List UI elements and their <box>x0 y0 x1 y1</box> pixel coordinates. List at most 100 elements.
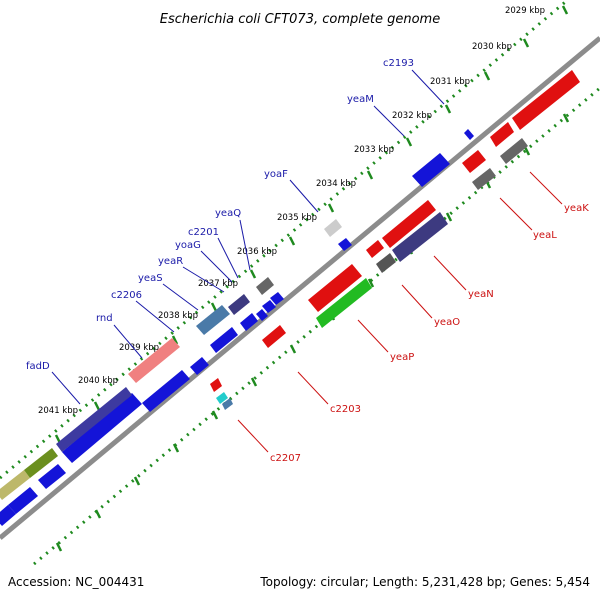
gene-block[interactable] <box>228 294 250 315</box>
kbp-label: 2029 kbp <box>505 6 545 16</box>
major-tick <box>172 443 180 453</box>
gene-label[interactable]: c2201 <box>188 227 219 238</box>
gene-arrow[interactable] <box>240 313 258 331</box>
gene-label[interactable]: fadD <box>26 361 50 372</box>
gene-label[interactable]: yeaR <box>158 256 183 267</box>
gene-arrow[interactable] <box>8 487 38 514</box>
tick-tracks <box>0 0 600 566</box>
gene-arrow[interactable] <box>190 357 209 375</box>
gene-arrow[interactable] <box>256 309 268 321</box>
backbone-line <box>0 36 600 540</box>
gene-block[interactable] <box>24 448 58 478</box>
major-tick <box>210 302 218 312</box>
reverse-features <box>210 70 580 410</box>
major-tick <box>250 377 258 387</box>
gene-label[interactable]: yeaL <box>533 230 557 241</box>
gene-arrow[interactable] <box>464 129 474 140</box>
gene-arrow[interactable] <box>382 200 436 248</box>
forward-gene-labels: c2193 yeaM yoaF yeaQ c2201 yoaG yeaR yeaS c2206 r… <box>26 58 445 405</box>
gene-arrow[interactable] <box>338 238 352 251</box>
gene-label[interactable]: yeaS <box>138 273 163 284</box>
kbp-label: 2033 kbp <box>354 145 394 155</box>
major-tick <box>444 104 452 114</box>
major-tick <box>523 146 531 156</box>
leader-line <box>239 219 251 271</box>
gene-arrow[interactable] <box>512 70 580 130</box>
major-tick <box>522 38 530 48</box>
major-tick <box>405 137 413 147</box>
major-tick <box>366 170 374 180</box>
leader-line <box>237 419 269 453</box>
major-tick <box>171 335 179 345</box>
gene-label[interactable]: c2203 <box>330 404 361 415</box>
gene-block[interactable] <box>500 138 528 164</box>
gene-label[interactable]: c2193 <box>383 58 414 69</box>
gene-block[interactable] <box>56 387 132 452</box>
gene-block[interactable] <box>216 392 228 404</box>
gene-block[interactable] <box>324 219 342 237</box>
major-tick <box>483 71 491 81</box>
kbp-label: 2036 kbp <box>237 247 277 257</box>
forward-features <box>0 129 474 526</box>
gene-block[interactable] <box>0 470 30 500</box>
kbp-label: 2039 kbp <box>119 343 159 353</box>
gene-block[interactable] <box>392 212 448 262</box>
gene-arrow[interactable] <box>490 122 514 147</box>
leader-line <box>113 324 143 359</box>
gene-arrow[interactable] <box>210 327 238 353</box>
major-tick <box>445 212 453 222</box>
gene-block[interactable] <box>196 305 230 335</box>
major-tick <box>561 5 569 15</box>
kbp-label: 2037 kbp <box>198 279 238 289</box>
gene-label[interactable]: yoaG <box>175 240 201 251</box>
gene-arrow[interactable] <box>412 153 450 187</box>
major-tick <box>211 410 219 420</box>
kbp-label: 2032 kbp <box>392 111 432 121</box>
major-tick <box>93 401 101 411</box>
gene-block[interactable] <box>222 398 233 410</box>
major-tick <box>55 542 63 552</box>
gene-arrow[interactable] <box>210 378 222 392</box>
gene-block[interactable] <box>376 253 396 273</box>
gene-arrow[interactable] <box>38 464 66 489</box>
gene-label[interactable]: yeaK <box>564 203 589 214</box>
major-tick <box>327 203 335 213</box>
leader-line <box>499 197 533 231</box>
backbone <box>0 36 600 540</box>
gene-arrow[interactable] <box>462 150 486 173</box>
gene-arrow[interactable] <box>270 292 284 305</box>
major-tick <box>94 509 102 519</box>
gene-label[interactable]: yeaN <box>468 289 494 300</box>
major-tick <box>289 344 297 354</box>
gene-label[interactable]: yoaF <box>264 169 288 180</box>
gene-block[interactable] <box>256 277 274 295</box>
gene-block[interactable] <box>316 278 372 328</box>
leader-line <box>433 255 467 291</box>
leader-line <box>182 266 225 293</box>
gene-label[interactable]: yeaQ <box>215 208 241 219</box>
gene-arrow[interactable] <box>0 505 16 526</box>
kbp-labels: 2029 kbp 2030 kbp 2031 kbp 2032 kbp 2033 kbp… <box>38 6 545 416</box>
gene-arrow[interactable] <box>62 393 142 463</box>
gene-arrow[interactable] <box>142 370 190 412</box>
map-title: Escherichia coli CFT073, complete genome <box>160 12 440 27</box>
gene-label[interactable]: yeaP <box>390 352 414 363</box>
gene-arrow[interactable] <box>262 300 276 313</box>
gene-label[interactable]: c2206 <box>111 290 142 301</box>
gene-block[interactable] <box>472 168 496 190</box>
major-tick <box>288 236 296 246</box>
kbp-label: 2031 kbp <box>430 77 470 87</box>
gene-arrow[interactable] <box>308 264 362 312</box>
leader-line <box>51 371 81 405</box>
gene-block[interactable] <box>128 338 180 383</box>
leader-line <box>373 105 405 137</box>
gene-arrow[interactable] <box>366 240 384 258</box>
leader-line <box>200 250 233 283</box>
gene-label[interactable]: c2207 <box>270 453 301 464</box>
gene-label[interactable]: yeaO <box>434 317 460 328</box>
gene-label[interactable]: yeaM <box>347 94 374 105</box>
gene-label[interactable]: rnd <box>96 313 113 324</box>
gene-arrow[interactable] <box>262 325 286 348</box>
outer-dotted-track <box>0 0 570 480</box>
kbp-label: 2040 kbp <box>78 376 118 386</box>
